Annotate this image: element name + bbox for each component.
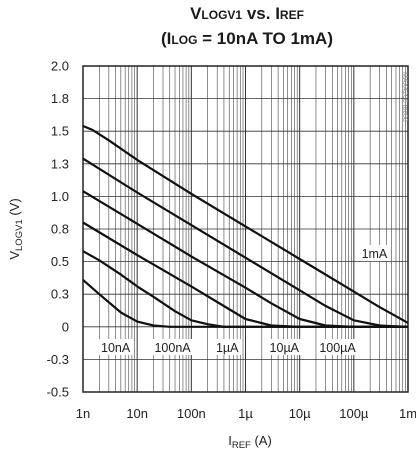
y-tick-label: 1.0 — [51, 189, 69, 204]
curve-label: 100µA — [319, 341, 356, 355]
y-tick-label: -0.3 — [47, 352, 69, 367]
chart-title-line-1: VLOGV1 vs. IREF — [190, 4, 304, 23]
curve-label: 10µA — [270, 341, 300, 355]
x-tick-label: 1n — [76, 406, 90, 421]
curve-label: 100nA — [154, 341, 191, 355]
y-tick-label: 0.5 — [51, 254, 69, 269]
x-axis-label: IREF (A) — [228, 433, 272, 451]
y-tick-label: 1.3 — [51, 156, 69, 171]
curve-label: 1µA — [216, 341, 239, 355]
y-tick-label: 1.8 — [51, 91, 69, 106]
y-tick-labels: -0.5 -0.3 0 0.3 0.5 0.8 1.0 1.3 1.5 1.8 2.0 — [47, 59, 69, 400]
x-tick-label: 1µ — [238, 406, 253, 421]
y-tick-label: 2.0 — [51, 59, 69, 74]
curve-label: 10nA — [101, 341, 131, 355]
y-tick-label: 1.5 — [51, 124, 69, 139]
x-tick-label: 1m — [399, 406, 416, 421]
x-tick-label: 10µ — [289, 406, 311, 421]
curve-label: 1mA — [362, 247, 388, 261]
x-tick-labels: 1n 10n 100n 1µ 10µ 100µ 1m — [76, 406, 416, 421]
y-tick-label: -0.5 — [47, 385, 69, 400]
x-tick-label: 100n — [177, 406, 206, 421]
chart-title-line-2: (ILOG = 10nA TO 1mA) — [161, 29, 333, 48]
watermark: MAX4206 toc08 — [401, 72, 408, 122]
x-tick-label: 100µ — [339, 406, 369, 421]
y-tick-label: 0.8 — [51, 222, 69, 237]
y-tick-label: 0 — [62, 319, 69, 334]
x-tick-label: 10n — [126, 406, 148, 421]
y-axis-label: VLOGV1 (V) — [7, 198, 25, 259]
y-tick-label: 0.3 — [51, 287, 69, 302]
